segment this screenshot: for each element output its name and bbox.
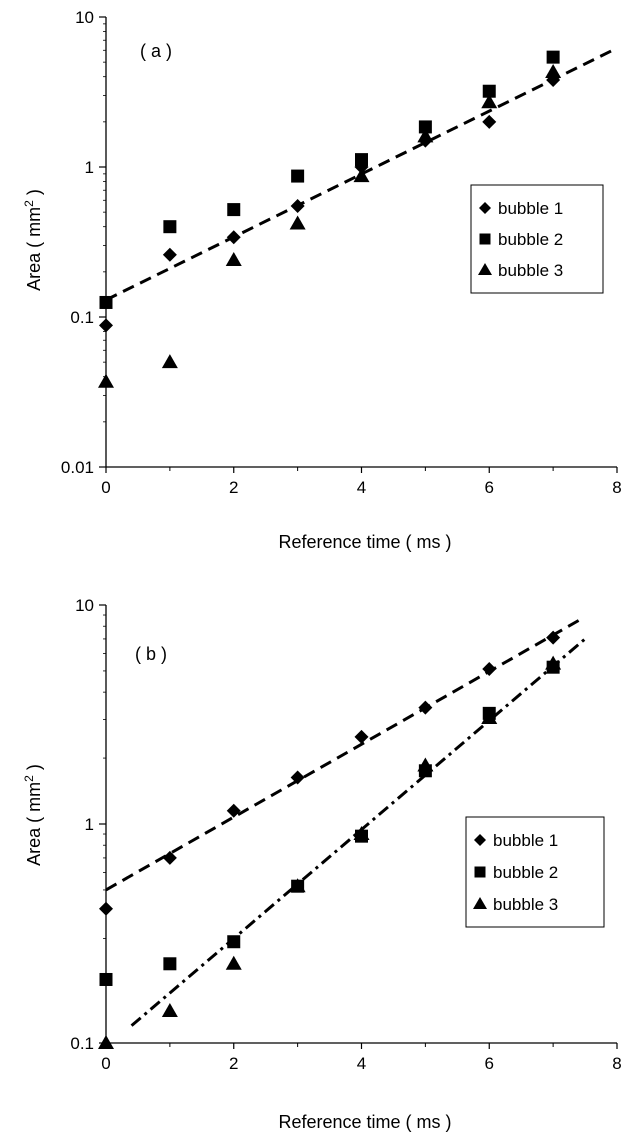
data-point-bubble-1	[482, 114, 497, 129]
y-axis-label-a-sup: 2	[22, 200, 36, 207]
data-point-bubble-1	[226, 230, 241, 245]
panel-label-a: ( a )	[140, 41, 172, 61]
y-tick-label: 1	[85, 815, 94, 834]
data-point-bubble-3	[225, 251, 242, 266]
data-point-bubble-2	[482, 84, 496, 98]
legend-label: bubble 3	[498, 261, 563, 280]
data-point-bubble-3	[417, 757, 434, 772]
legend-marker-bubble-1	[474, 834, 486, 846]
data-point-bubble-1	[354, 729, 369, 744]
y-axis-label-b: Area ( mm2 )	[22, 764, 44, 866]
y-tick-label: 10	[75, 8, 94, 27]
data-point-bubble-3	[161, 1002, 178, 1017]
data-point-bubble-3	[417, 128, 434, 143]
y-tick-label: 0.1	[70, 308, 94, 327]
y-axis-label-a-main: Area ( mm	[24, 207, 44, 291]
data-point-bubble-3	[353, 168, 370, 183]
x-axis-label-a: Reference time ( ms )	[278, 532, 451, 552]
data-point-bubble-3	[481, 94, 498, 109]
legend-marker-bubble-2	[479, 233, 491, 245]
data-point-bubble-1	[99, 318, 113, 333]
data-point-bubble-3	[98, 1035, 114, 1049]
data-point-bubble-2	[546, 50, 560, 64]
x-tick-label: 6	[485, 478, 494, 497]
y-tick-label: 1	[85, 158, 94, 177]
x-tick-label: 4	[357, 1054, 366, 1073]
x-tick-label: 8	[612, 478, 621, 497]
data-point-bubble-3	[98, 373, 114, 388]
data-point-bubble-1	[418, 700, 433, 715]
fit-lines-b	[105, 619, 587, 1027]
legend-marker-bubble-2	[474, 866, 486, 878]
data-point-bubble-1	[99, 901, 113, 916]
data-point-bubble-2	[227, 203, 241, 217]
y-tick-label: 10	[75, 596, 94, 615]
data-point-bubble-1	[482, 662, 497, 677]
data-point-bubble-2	[99, 972, 113, 986]
fit-line-dashed	[105, 619, 580, 892]
legend-a: bubble 1 bubble 2 bubble 3	[470, 184, 604, 294]
y-axis-label-a: Area ( mm2 )	[22, 189, 44, 291]
y-tick-label: 0.01	[61, 458, 94, 477]
legend-label: bubble 2	[498, 230, 563, 249]
data-points-b	[98, 630, 562, 1049]
data-point-bubble-1	[290, 198, 305, 213]
y-axis-label-b-end: )	[24, 764, 44, 775]
data-point-bubble-2	[418, 120, 432, 134]
data-point-bubble-2	[291, 169, 305, 183]
axes-b: 0 2 4 6 8 0.1 1 10	[70, 596, 621, 1073]
data-point-bubble-2	[227, 935, 241, 949]
legend-label: bubble 1	[493, 831, 558, 850]
axes-a: 0 2 4 6 8 0.01 0.1 1 10	[61, 8, 622, 497]
legend-label: bubble 1	[498, 199, 563, 218]
data-point-bubble-2	[355, 153, 368, 167]
data-point-bubble-3	[353, 826, 370, 841]
y-axis-label-b-sup: 2	[22, 775, 36, 782]
data-point-bubble-1	[546, 630, 561, 645]
legend-box-a	[470, 184, 604, 294]
panel-label-b: ( b )	[135, 644, 167, 664]
x-tick-label: 0	[101, 1054, 110, 1073]
x-tick-label: 6	[485, 1054, 494, 1073]
data-point-bubble-2	[99, 295, 113, 309]
x-axis-label-b: Reference time ( ms )	[278, 1112, 451, 1132]
data-points-a	[98, 50, 562, 388]
x-tick-label: 8	[612, 1054, 621, 1073]
data-point-bubble-1	[290, 770, 305, 785]
data-point-bubble-3	[289, 878, 306, 893]
data-point-bubble-3	[545, 63, 562, 78]
data-point-bubble-2	[163, 220, 177, 234]
legend-b: bubble 1 bubble 2 bubble 3	[465, 816, 605, 928]
legend-box-b	[465, 816, 605, 928]
data-point-bubble-3	[481, 709, 498, 724]
legend-label: bubble 3	[493, 895, 558, 914]
legend-marker-bubble-3	[478, 263, 492, 275]
data-point-bubble-3	[225, 955, 242, 970]
data-point-bubble-3	[545, 655, 562, 670]
x-tick-label: 2	[229, 1054, 238, 1073]
x-tick-label: 2	[229, 478, 238, 497]
data-point-bubble-1	[162, 247, 177, 262]
legend-marker-bubble-3	[473, 897, 487, 909]
x-tick-label: 4	[357, 478, 366, 497]
data-point-bubble-1	[162, 850, 177, 865]
data-point-bubble-2	[163, 957, 177, 971]
data-point-bubble-1	[226, 803, 241, 818]
y-axis-label-a-end: )	[24, 189, 44, 200]
data-point-bubble-3	[161, 354, 178, 369]
chart-panel-a: 0 2 4 6 8 0.01 0.1 1 10 ( a ) Reference time ( m…	[22, 8, 622, 552]
y-tick-label: 0.1	[70, 1034, 94, 1053]
y-axis-label-b-main: Area ( mm	[24, 782, 44, 866]
legend-marker-bubble-1	[479, 202, 491, 214]
x-tick-label: 0	[101, 478, 110, 497]
data-point-bubble-3	[289, 215, 306, 230]
legend-label: bubble 2	[493, 863, 558, 882]
